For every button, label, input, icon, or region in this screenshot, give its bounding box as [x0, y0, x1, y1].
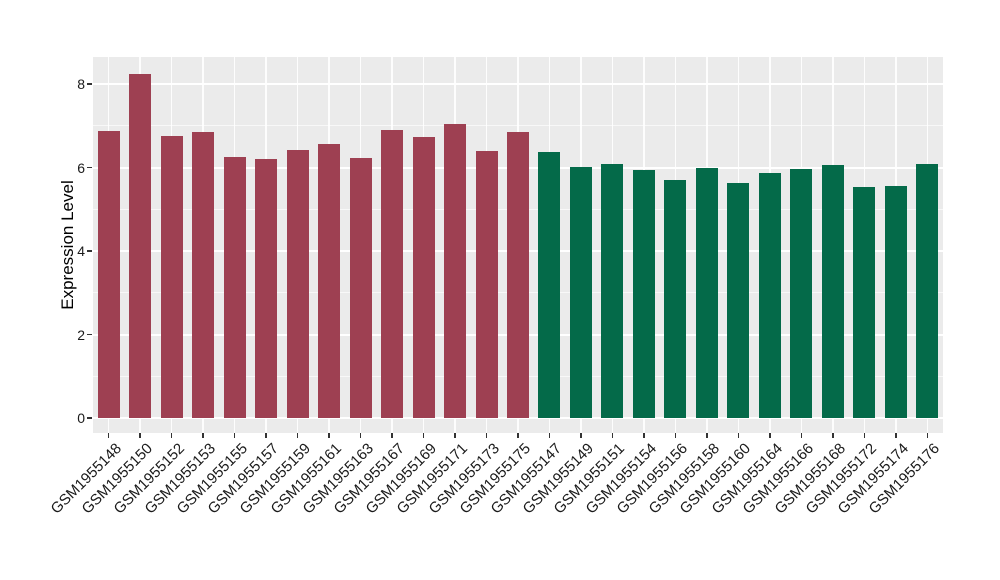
x-tick-mark	[391, 433, 393, 438]
x-tick-mark	[706, 433, 708, 438]
x-tick-mark	[454, 433, 456, 438]
bar-GSM1955154	[632, 170, 655, 418]
bar-GSM1955157	[255, 158, 278, 418]
x-tick-mark	[517, 433, 519, 438]
bar-GSM1955169	[412, 137, 435, 418]
bar-GSM1955148	[97, 131, 120, 418]
bar-GSM1955153	[192, 132, 215, 418]
bar-GSM1955173	[475, 151, 498, 418]
y-tick-label: 4	[77, 243, 85, 259]
x-tick-mark	[580, 433, 582, 438]
y-tick-mark	[87, 83, 92, 85]
bar-GSM1955151	[601, 164, 624, 418]
x-tick-mark	[422, 433, 425, 438]
bar-GSM1955171	[444, 123, 467, 418]
x-tick-mark	[139, 433, 141, 438]
plot-panel	[93, 57, 943, 433]
x-tick-mark	[611, 433, 614, 438]
bar-GSM1955174	[884, 186, 907, 418]
x-tick-mark	[170, 433, 173, 438]
bar-GSM1955158	[695, 167, 718, 418]
x-tick-mark	[485, 433, 488, 438]
bar-GSM1955161	[318, 143, 341, 418]
bar-GSM1955176	[916, 164, 939, 418]
bar-GSM1955150	[129, 73, 152, 418]
bar-GSM1955164	[758, 172, 781, 418]
bar-GSM1955175	[507, 132, 529, 418]
x-tick-mark	[863, 433, 866, 438]
x-tick-mark	[832, 433, 834, 438]
bar-GSM1955166	[790, 169, 813, 418]
x-tick-mark	[737, 433, 740, 438]
bar-GSM1955156	[664, 180, 687, 418]
bar-GSM1955149	[569, 167, 592, 418]
bar-GSM1955159	[286, 149, 309, 418]
x-tick-mark	[359, 433, 362, 438]
y-tick-mark	[87, 250, 92, 252]
x-tick-mark	[328, 433, 330, 438]
bar-GSM1955172	[853, 187, 876, 418]
x-tick-mark	[265, 433, 267, 438]
bar-GSM1955147	[538, 152, 561, 418]
x-tick-mark	[895, 433, 897, 438]
x-tick-mark	[643, 433, 645, 438]
x-tick-mark	[926, 433, 928, 438]
x-tick-mark	[769, 433, 771, 438]
x-tick-mark	[674, 433, 677, 438]
bar-GSM1955163	[349, 158, 372, 418]
y-tick-mark	[87, 166, 92, 169]
y-tick-label: 6	[77, 159, 85, 176]
y-tick-label: 2	[77, 326, 85, 343]
y-tick-label: 0	[77, 410, 85, 426]
bar-GSM1955168	[821, 165, 844, 418]
x-tick-mark	[233, 433, 236, 438]
x-tick-mark	[107, 433, 110, 438]
y-tick-mark	[87, 333, 92, 336]
bar-GSM1955155	[223, 157, 246, 418]
y-tick-label: 8	[77, 76, 85, 92]
bar-GSM1955167	[381, 130, 404, 418]
bar-GSM1955160	[727, 183, 750, 418]
bar-GSM1955152	[160, 136, 183, 418]
y-tick-mark	[87, 417, 92, 419]
x-tick-mark	[202, 433, 204, 438]
x-tick-mark	[296, 433, 299, 438]
x-tick-mark	[548, 433, 551, 438]
x-tick-mark	[800, 433, 803, 438]
